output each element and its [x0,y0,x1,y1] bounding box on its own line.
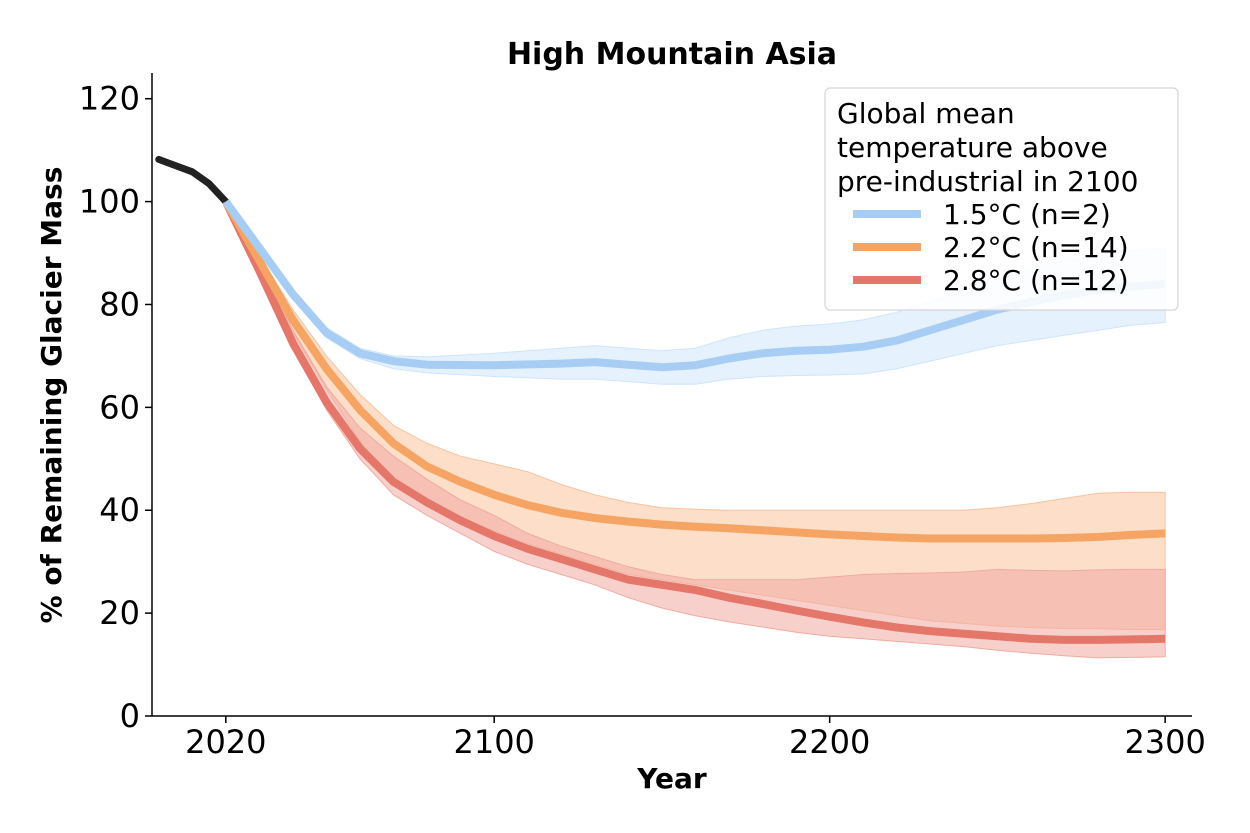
legend-title-line: temperature above [837,131,1108,164]
line-2-2-c-n-14 [222,199,1166,543]
band-2-8-c-n-12 [225,201,1166,659]
ticks: 2020 2100 2200 2300 0 20 40 60 80 100 120 [79,80,1206,761]
y-tick-label: 60 [99,388,140,426]
x-tick-label: 2100 [453,723,534,761]
legend-label-2-2-c-n-14: 2.2°C (n=14) [943,231,1129,264]
legend-label-1-5-c-n-2: 1.5°C (n=2) [943,198,1111,231]
y-axis-label: % of Remaining Glacier Mass [35,167,68,624]
y-tick-label: 80 [99,285,140,323]
y-tick-label: 120 [79,80,140,118]
y-tick-label: 20 [99,594,140,632]
chart-title: High Mountain Asia [507,37,837,72]
y-tick-label: 100 [79,183,140,221]
y-tick-label: 40 [99,491,140,529]
axes [151,73,1192,717]
legend-title-line: pre-industrial in 2100 [837,165,1138,198]
x-tick-label: 2300 [1124,723,1205,761]
legend-box [824,87,1179,311]
x-tick-label: 2020 [185,723,266,761]
x-axis-label: Year [636,762,707,795]
historical-line [155,155,230,206]
legend-title-line: Global mean [837,97,1015,130]
line-2-8-c-n-12 [222,199,1166,644]
y-tick-label: 0 [120,697,140,735]
legend-label-2-8-c-n-12: 2.8°C (n=12) [943,264,1129,297]
x-tick-label: 2200 [789,723,870,761]
